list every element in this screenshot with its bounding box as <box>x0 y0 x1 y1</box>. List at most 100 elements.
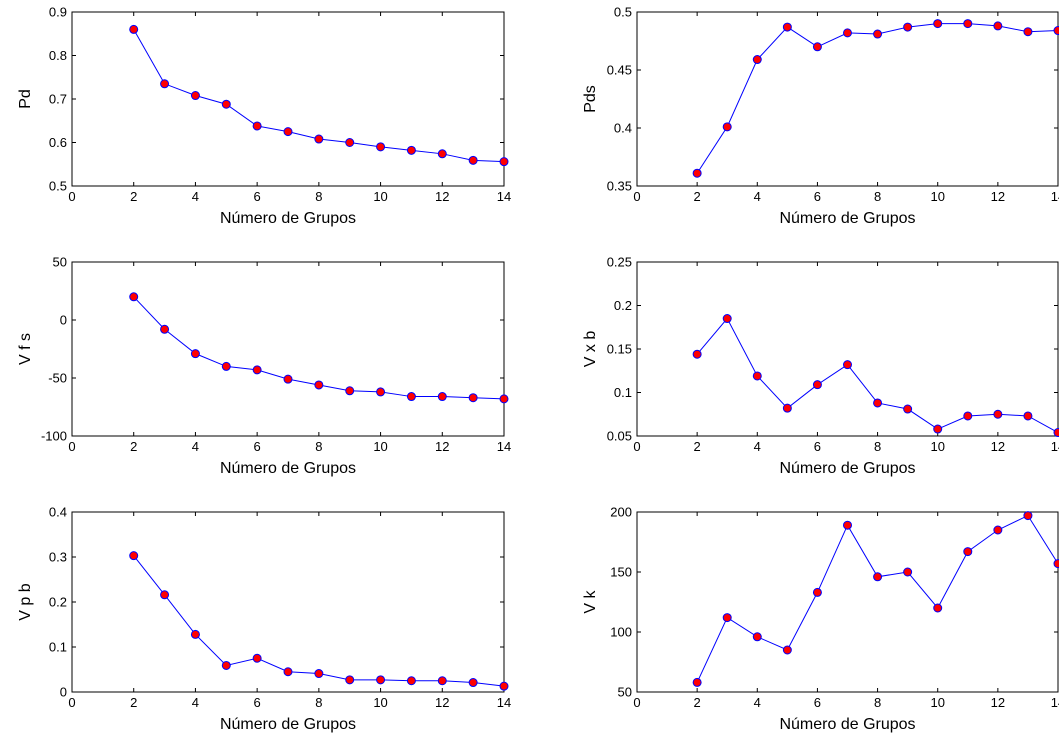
x-tick-label: 14 <box>497 695 511 710</box>
data-point-vpb <box>468 678 478 688</box>
data-point-vk <box>963 547 973 557</box>
data-point-vk <box>692 677 702 687</box>
data-point-vpb <box>221 660 231 670</box>
data-point-vk <box>752 632 762 642</box>
y-tick-label: 0.7 <box>49 92 67 107</box>
data-point-vxb <box>722 314 732 324</box>
y-tick-label: 0.25 <box>607 255 632 270</box>
x-tick-label: 0 <box>68 189 75 204</box>
data-point-vxb <box>782 403 792 413</box>
x-tick-label: 8 <box>315 439 322 454</box>
series-line-pds <box>696 23 1059 174</box>
data-point-pds <box>903 22 913 32</box>
data-point-pds <box>692 168 702 178</box>
data-point-vpb <box>314 669 324 679</box>
x-axis-label-vk: Número de Grupos <box>779 716 915 733</box>
data-point-vfs <box>160 324 170 334</box>
data-point-vpb <box>437 676 447 686</box>
data-point-vk <box>1053 559 1059 569</box>
y-tick-label: 0.8 <box>49 48 67 63</box>
data-point-vfs <box>314 380 324 390</box>
plot-frame-vk <box>636 511 1059 693</box>
x-tick-label: 8 <box>874 189 881 204</box>
y-tick-label: 0.15 <box>607 342 632 357</box>
y-tick-label: -50 <box>48 371 67 386</box>
x-tick-label: 2 <box>694 439 701 454</box>
y-axis-label-vk: V k <box>582 589 599 613</box>
data-point-vfs <box>376 387 386 397</box>
data-point-vk <box>933 603 943 613</box>
subplot-vfs: 0 2 4 6 8 10 12 14 -100 -50 0 50 Número de Grupos V f… <box>17 255 511 478</box>
series-line-vxb <box>696 317 1059 433</box>
data-point-vpb <box>406 676 416 686</box>
plot-frame-vpb <box>71 511 505 693</box>
x-tick-label: 0 <box>68 695 75 710</box>
x-tick-label: 4 <box>192 695 199 710</box>
y-tick-label: 150 <box>610 565 632 580</box>
data-point-vfs <box>221 361 231 371</box>
y-tick-label: 0.05 <box>607 429 632 444</box>
subplot-pds: 0 2 4 6 8 10 12 14 0.35 0.4 0.45 0.5 Número de Grupo… <box>582 5 1059 227</box>
data-point-vpb <box>129 551 139 561</box>
x-axis-label-vfs: Número de Grupos <box>220 460 356 477</box>
data-point-pd <box>468 155 478 165</box>
x-tick-label: 14 <box>497 439 511 454</box>
data-point-vfs <box>283 374 293 384</box>
series-line-vpb <box>133 555 505 687</box>
y-tick-label: 0.9 <box>49 5 67 20</box>
x-tick-label: 6 <box>254 439 261 454</box>
data-point-vxb <box>812 380 822 390</box>
y-tick-label: 0.45 <box>607 63 632 78</box>
y-tick-label: 100 <box>610 625 632 640</box>
x-axis-label-pds: Número de Grupos <box>779 210 915 227</box>
data-point-pd <box>406 145 416 155</box>
y-tick-label: -100 <box>41 429 67 444</box>
data-point-pds <box>843 28 852 38</box>
x-tick-label: 12 <box>435 189 449 204</box>
data-point-vk <box>873 572 883 582</box>
x-tick-label: 4 <box>192 439 199 454</box>
y-tick-label: 0.35 <box>607 179 632 194</box>
x-tick-label: 6 <box>814 695 821 710</box>
x-tick-label: 10 <box>930 695 944 710</box>
x-tick-label: 6 <box>254 695 261 710</box>
data-point-vxb <box>963 411 973 421</box>
x-axis-label-vxb: Número de Grupos <box>779 460 915 477</box>
x-tick-label: 6 <box>814 189 821 204</box>
y-tick-label: 50 <box>53 255 67 270</box>
x-axis-label-pd: Número de Grupos <box>220 210 356 227</box>
data-point-vxb <box>1023 411 1033 421</box>
y-tick-label: 200 <box>610 505 632 520</box>
x-tick-label: 2 <box>130 189 137 204</box>
data-point-vpb <box>252 653 262 663</box>
x-tick-label: 12 <box>435 439 449 454</box>
data-point-pds <box>1053 26 1059 36</box>
y-tick-label: 0 <box>60 313 67 328</box>
x-tick-label: 4 <box>754 189 761 204</box>
y-axis-label-vpb: V p b <box>17 583 34 620</box>
data-point-vxb <box>903 404 913 414</box>
data-point-vxb <box>692 349 702 359</box>
data-point-vfs <box>406 392 416 402</box>
data-point-vk <box>782 645 792 655</box>
subplot-vxb: 0 2 4 6 8 10 12 14 0.05 0.1 0.15 0.2 0.25 Número de G… <box>582 255 1059 477</box>
data-point-vpb <box>376 675 386 685</box>
x-tick-label: 14 <box>1051 189 1059 204</box>
data-point-pd <box>160 79 170 89</box>
x-tick-label: 0 <box>633 189 640 204</box>
x-tick-label: 2 <box>130 695 137 710</box>
data-point-vfs <box>252 365 262 375</box>
data-point-vxb <box>933 424 943 434</box>
data-point-vk <box>1023 511 1033 521</box>
data-point-vxb <box>752 371 762 381</box>
plot-frame-pd <box>71 11 505 187</box>
data-point-vpb <box>345 675 355 685</box>
x-tick-label: 2 <box>694 189 701 204</box>
data-point-pd <box>129 24 139 34</box>
subplot-vpb: 0 2 4 6 8 10 12 14 0 0.1 0.2 0.3 0.4 Número de Grupos… <box>17 505 511 734</box>
x-tick-label: 6 <box>814 439 821 454</box>
data-point-pds <box>722 122 732 132</box>
x-tick-label: 0 <box>68 439 75 454</box>
data-point-vk <box>993 525 1003 535</box>
